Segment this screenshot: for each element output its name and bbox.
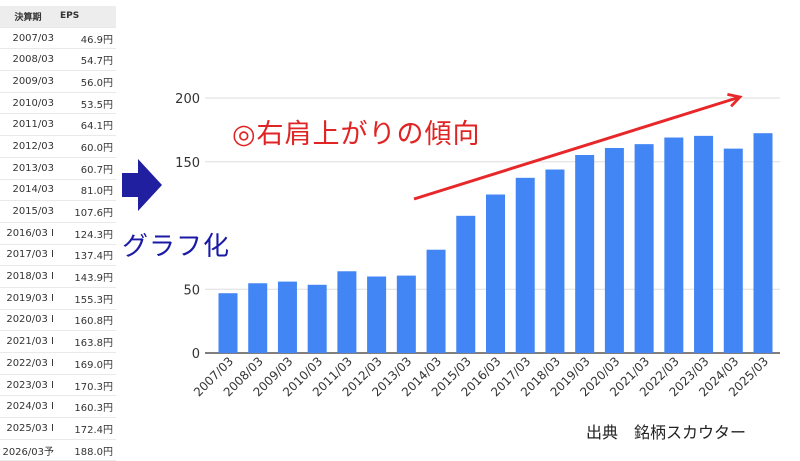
bar-2015/03 — [456, 215, 476, 353]
eps-cell: 169.0円 — [56, 352, 116, 375]
period-cell: 2013/03 — [0, 157, 56, 180]
period-cell: 2017/03 I — [0, 244, 56, 267]
eps-cell: 81.0円 — [56, 179, 116, 202]
eps-table: 決算期 EPS 2007/03 46.9円 2008/03 54.7円 2009/03 5… — [0, 6, 116, 461]
bar-2009/03 — [277, 281, 297, 353]
y-tick-label: 150 — [175, 156, 200, 171]
bar-2019/03 — [575, 154, 595, 353]
period-cell: 2020/03 I — [0, 309, 56, 332]
period-cell: 2012/03 — [0, 135, 56, 158]
period-cell: 2019/03 I — [0, 287, 56, 310]
trend-arrow — [413, 97, 740, 201]
period-cell: 2016/03 I — [0, 222, 56, 245]
table-row: 2020/03 I 160.8円 — [0, 309, 116, 332]
table-row: 2018/03 I 143.9円 — [0, 265, 116, 288]
eps-cell: 172.4円 — [56, 417, 116, 440]
eps-cell: 64.1円 — [56, 113, 116, 137]
source-credit: 出典 銘柄スカウター — [586, 423, 747, 442]
period-cell: 2008/03 — [0, 48, 56, 72]
bar-2007/03 — [218, 293, 238, 353]
table-row: 2023/03 I 170.3円 — [0, 374, 116, 397]
y-tick-label: 50 — [183, 283, 200, 298]
bar-2008/03 — [248, 283, 268, 353]
eps-cell: 163.8円 — [56, 330, 116, 353]
table-row: 2024/03 I 160.3円 — [0, 395, 116, 419]
table-row: 2007/03 46.9円 — [0, 27, 116, 50]
bar-2024/03 — [723, 148, 743, 353]
period-cell: 2022/03 I — [0, 352, 56, 375]
eps-cell: 46.9円 — [56, 27, 116, 50]
eps-cell: 60.0円 — [56, 135, 116, 158]
eps-cell: 155.3円 — [56, 287, 116, 310]
bar-2017/03 — [515, 177, 535, 353]
bar-2014/03 — [426, 249, 446, 353]
table-row: 2008/03 54.7円 — [0, 48, 116, 72]
eps-cell: 143.9円 — [56, 265, 116, 288]
bar-2023/03 — [694, 135, 714, 353]
bar-2010/03 — [307, 284, 327, 353]
bar-2022/03 — [664, 137, 684, 353]
bar-2016/03 — [486, 194, 505, 353]
period-cell: 2018/03 I — [0, 265, 56, 288]
table-row: 2016/03 I 124.3円 — [0, 222, 116, 245]
table-row: 2014/03 81.0円 — [0, 179, 116, 202]
eps-cell: 53.5円 — [56, 92, 116, 115]
right-arrow-icon — [122, 159, 162, 211]
table-row: 2012/03 60.0円 — [0, 135, 116, 158]
period-cell: 2014/03 — [0, 179, 56, 202]
eps-cell: 56.0円 — [56, 70, 116, 93]
period-cell: 2024/03 I — [0, 395, 56, 419]
y-tick-label: 200 — [175, 92, 200, 107]
eps-cell: 124.3円 — [56, 222, 116, 245]
period-cell: 2007/03 — [0, 27, 56, 50]
table-row: 2022/03 I 169.0円 — [0, 352, 116, 375]
eps-cell: 160.8円 — [56, 309, 116, 332]
period-cell: 2015/03 — [0, 200, 56, 223]
eps-cell: 54.7円 — [56, 48, 116, 72]
bar-2018/03 — [545, 169, 565, 353]
table-row: 2015/03 107.6円 — [0, 200, 116, 223]
table-row: 2009/03 56.0円 — [0, 70, 116, 93]
eps-column-header: EPS — [56, 6, 116, 28]
eps-cell: 170.3円 — [56, 374, 116, 397]
bar-2025/03 — [753, 133, 773, 353]
period-cell: 2010/03 — [0, 92, 56, 115]
trend-annotation: ◎右肩上がりの傾向 — [232, 119, 481, 150]
eps-cell: 107.6円 — [56, 200, 116, 223]
period-cell: 2023/03 I — [0, 374, 56, 397]
table-row: 2013/03 60.7円 — [0, 157, 116, 180]
table-header-row: 決算期 EPS — [0, 6, 116, 28]
period-cell: 2021/03 I — [0, 330, 56, 353]
eps-cell: 160.3円 — [56, 395, 116, 419]
graph-label: グラフ化 — [122, 232, 231, 262]
eps-cell: 137.4円 — [56, 244, 116, 267]
eps-cell: 60.7円 — [56, 157, 116, 180]
period-column-header: 決算期 — [0, 6, 56, 28]
table-row: 2011/03 64.1円 — [0, 113, 116, 137]
bar-2020/03 — [604, 147, 624, 353]
period-cell: 2025/03 I — [0, 417, 56, 440]
period-cell: 2009/03 — [0, 70, 56, 93]
table-row: 2017/03 I 137.4円 — [0, 244, 116, 267]
table-row: 2010/03 53.5円 — [0, 92, 116, 115]
bar-2012/03 — [367, 276, 387, 353]
table-row: 2019/03 I 155.3円 — [0, 287, 116, 310]
period-cell: 2011/03 — [0, 113, 56, 137]
y-tick-label: 0 — [192, 347, 200, 362]
table-row: 2025/03 I 172.4円 — [0, 417, 116, 440]
bar-2013/03 — [396, 275, 416, 353]
bar-2011/03 — [337, 271, 357, 353]
table-row: 2021/03 I 163.8円 — [0, 330, 116, 353]
bar-2021/03 — [634, 144, 654, 353]
